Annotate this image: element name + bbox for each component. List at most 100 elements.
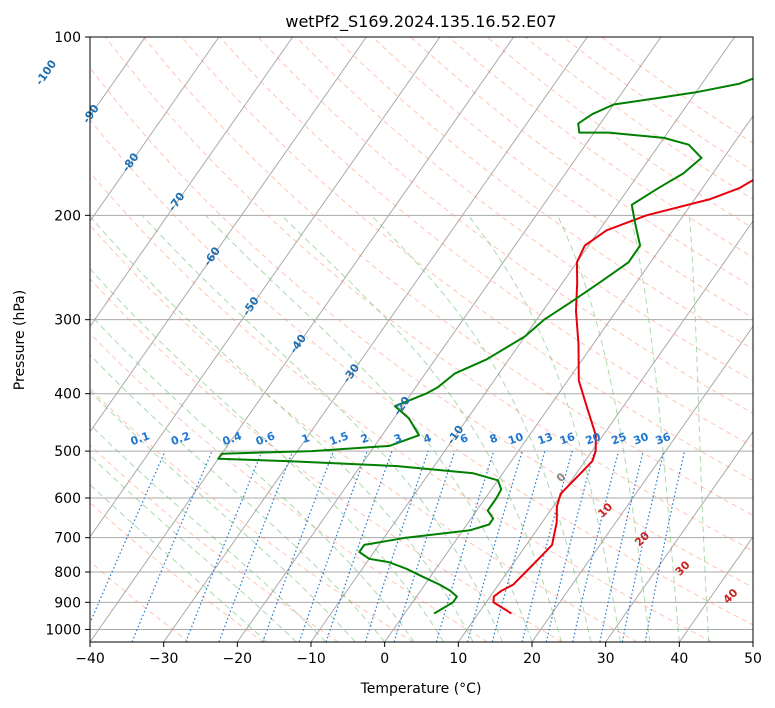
dry-adiabat-line	[90, 560, 190, 642]
mixing-ratio-label: 2	[359, 431, 371, 446]
x-tick-label: 0	[380, 651, 389, 667]
mixing-ratio-line	[90, 450, 166, 625]
mixing-ratio-line	[185, 450, 263, 642]
mixing-ratio-label: 10	[506, 430, 525, 448]
dry-adiabat-line	[90, 332, 488, 642]
y-axis-label: Pressure (hPa)	[12, 290, 28, 390]
dry-adiabat-line	[90, 171, 712, 642]
dry-adiabat-line	[90, 278, 563, 642]
y-tick-label: 800	[54, 565, 81, 581]
mixing-ratio-line	[491, 450, 546, 642]
y-tick-label: 1000	[45, 622, 81, 638]
x-tick-label: 30	[597, 651, 615, 667]
isotherm-line	[163, 37, 588, 642]
x-tick-label: 10	[449, 651, 467, 667]
isotherm-line	[605, 430, 753, 642]
y-tick-label: 300	[54, 313, 81, 329]
isotherm-line	[90, 37, 294, 328]
mixing-ratio-line	[466, 450, 523, 642]
dry-adiabat-line	[90, 387, 414, 642]
moist-adiabat-line	[467, 214, 621, 642]
mixing-ratio-line	[218, 450, 294, 642]
mixing-ratio-label: 36	[654, 430, 673, 448]
y-tick-label: 700	[54, 531, 81, 547]
mixing-ratio-line	[262, 450, 335, 642]
mixing-ratio-label: 30	[632, 430, 651, 448]
mixing-ratio-label: 0.6	[254, 429, 277, 448]
mixing-ratio-line	[393, 450, 456, 642]
y-tick-label: 200	[54, 208, 81, 224]
dry-adiabat-line	[90, 119, 753, 626]
moist-adiabat-line	[141, 214, 503, 642]
dry-adiabat-line	[143, 37, 753, 516]
moist-adiabat-line	[90, 215, 474, 642]
chart-title: wetPf2_S169.2024.135.16.52.E07	[285, 12, 556, 32]
isotherm-line	[752, 641, 753, 642]
plot-frame	[89, 36, 754, 643]
mixing-ratio-label: 6	[458, 431, 470, 446]
moist-adiabat-line	[556, 215, 651, 642]
mixing-ratio-label: 20	[584, 430, 603, 448]
moist-adiabat-line	[90, 483, 268, 642]
x-tick-label: 50	[744, 651, 762, 667]
mixing-ratio-label: 1	[300, 431, 312, 446]
moist-adiabat-line	[90, 390, 356, 642]
mixing-ratio-label: 13	[536, 430, 555, 447]
moist-adiabat-line	[90, 423, 327, 642]
profile-lines	[217, 77, 753, 615]
mixing-ratio-label: 0.4	[221, 429, 244, 448]
isotherm-label: -100	[33, 57, 60, 87]
temperature-profile-line	[492, 178, 753, 615]
mixing-ratio-line	[364, 450, 429, 642]
mixing-ratio-line	[599, 450, 644, 642]
mixing-ratio-label: 25	[609, 430, 628, 447]
mixing-ratio-label: 4	[422, 431, 434, 446]
mixing-ratio-label: 0.1	[129, 429, 152, 448]
x-tick-label: −10	[296, 651, 326, 667]
mixing-ratio-label: 3	[392, 431, 404, 446]
dry-adiabat-line	[219, 37, 753, 448]
mixing-ratio-line	[131, 450, 213, 642]
isotherm-line	[90, 37, 515, 642]
dry-adiabat-line	[181, 37, 753, 482]
isotherm-line	[90, 37, 441, 538]
isotherm-line	[531, 325, 753, 642]
moist-adiabat-line	[629, 215, 680, 642]
mixing-ratio-label: 8	[488, 431, 500, 446]
y-tick-label: 900	[54, 595, 81, 611]
x-tick-label: −20	[223, 651, 253, 667]
background-lines	[0, 37, 753, 642]
mixing-ratio-line	[572, 450, 620, 642]
y-tick-label: 500	[54, 444, 81, 460]
dry-adiabat-line	[90, 66, 753, 588]
dry-adiabat-line	[90, 224, 638, 642]
isotherm-line	[457, 220, 753, 642]
isotherm-line	[236, 37, 662, 642]
x-tick-label: −30	[149, 651, 179, 667]
x-tick-label: 20	[523, 651, 541, 667]
isotherm-line	[678, 535, 753, 642]
dry-adiabat-line	[295, 37, 753, 382]
plot-background	[90, 37, 753, 642]
x-tick-label: −40	[75, 651, 105, 667]
mixing-ratio-line	[325, 450, 393, 642]
dewpoint-profile-line	[217, 77, 753, 615]
dry-adiabat-line	[372, 37, 753, 319]
moist-adiabat-line	[90, 268, 445, 642]
isotherm-line	[0, 37, 72, 642]
moist-adiabat-line	[90, 454, 297, 642]
moist-adiabat-line	[281, 214, 562, 642]
mixing-ratio-label: 1.5	[328, 429, 351, 448]
y-tick-label: 600	[54, 491, 81, 507]
x-tick-label: 40	[670, 651, 688, 667]
isotherm-line	[90, 37, 220, 223]
mixing-ratio-label: 16	[558, 430, 577, 448]
x-axis-label: Temperature (°C)	[360, 681, 482, 697]
isotherm-line	[384, 115, 753, 642]
mixing-ratio-label: 0.2	[169, 429, 192, 448]
moist-adiabat-line	[689, 215, 710, 642]
axis-ticks: −40 −30 −20 −10 0 10 20 30 40 5010020030040050060…	[45, 30, 762, 667]
dry-adiabat-line	[105, 37, 753, 552]
isotherm-line	[90, 37, 367, 433]
